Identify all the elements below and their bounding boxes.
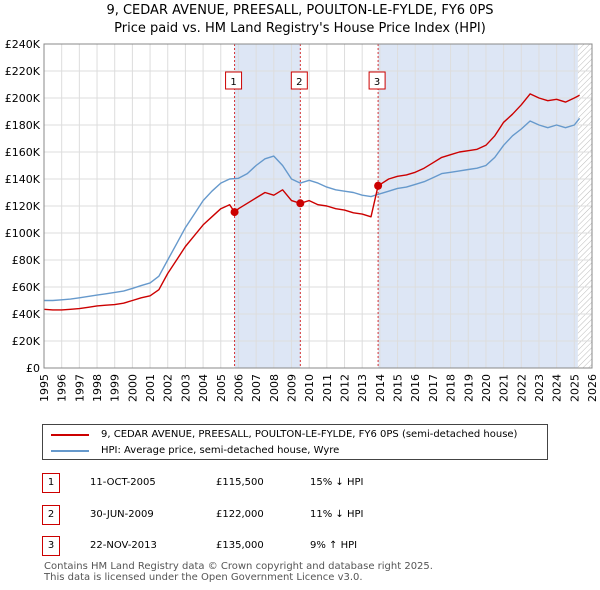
sale-badge-label-2: 2	[296, 77, 302, 88]
sale-hpi-diff: 9% ↑ HPI	[310, 540, 358, 551]
y-tick-label: £100K	[5, 227, 41, 240]
sale-price: £115,500	[216, 477, 264, 488]
x-tick-label: 2013	[356, 374, 369, 402]
x-tick-label: 2011	[321, 374, 334, 402]
chart-title: 9, CEDAR AVENUE, PREESALL, POULTON-LE-FY…	[0, 2, 600, 38]
x-tick-label: 2009	[285, 374, 298, 402]
title-text: 9, CEDAR AVENUE, PREESALL, POULTON-LE-FY…	[106, 3, 494, 18]
sale-date: 22-NOV-2013	[90, 540, 157, 551]
x-tick-label: 1996	[56, 374, 69, 402]
x-tick-label: 2004	[197, 374, 210, 402]
x-tick-label: 2007	[250, 374, 263, 402]
subtitle-text: Price paid vs. HM Land Registry's House …	[114, 21, 486, 36]
x-tick-label: 2002	[162, 374, 175, 402]
x-tick-label: 2018	[445, 374, 458, 402]
sale-point-3	[374, 181, 383, 190]
sale-badge: 3	[42, 536, 60, 556]
legend-swatch-hpi	[51, 450, 89, 452]
x-tick-label: 1995	[38, 374, 51, 402]
x-tick-label: 2023	[533, 374, 546, 402]
hpi-series-line	[44, 117, 581, 302]
legend-label-price: 9, CEDAR AVENUE, PREESALL, POULTON-LE-FY…	[101, 429, 518, 440]
sale-badge-label-3: 3	[374, 77, 380, 88]
x-tick-label: 2005	[215, 374, 228, 402]
sale-price: £135,000	[216, 540, 264, 551]
legend-swatch-price	[51, 434, 89, 436]
footer-note: Contains HM Land Registry data © Crown c…	[44, 561, 433, 583]
sale-badge: 1	[42, 473, 60, 493]
sale-badge-box-3	[368, 71, 386, 90]
sale-badge-label-1: 1	[230, 77, 236, 88]
sale-hpi-diff: 15% ↓ HPI	[310, 477, 364, 488]
y-tick-label: £40K	[12, 308, 41, 321]
y-tick-label: £240K	[5, 38, 41, 51]
y-tick-label: £60K	[12, 281, 41, 294]
x-tick-label: 1997	[73, 374, 86, 402]
sale-date: 30-JUN-2009	[90, 509, 154, 520]
y-tick-label: £140K	[5, 173, 41, 186]
x-tick-label: 2021	[498, 374, 511, 402]
x-tick-label: 2022	[515, 374, 528, 402]
x-tick-label: 2008	[268, 374, 281, 402]
sale-point-1	[230, 208, 239, 217]
x-tick-label: 2016	[409, 374, 422, 402]
x-tick-label: 2020	[480, 374, 493, 402]
legend: 9, CEDAR AVENUE, PREESALL, POULTON-LE-FY…	[42, 424, 548, 460]
x-tick-label: 2000	[126, 374, 139, 402]
y-tick-label: £0	[26, 362, 40, 375]
x-tick-label: 2015	[392, 374, 405, 402]
x-tick-label: 2003	[179, 374, 192, 402]
x-tick-label: 2014	[374, 374, 387, 402]
x-tick-label: 1999	[109, 374, 122, 402]
legend-label-hpi: HPI: Average price, semi-detached house,…	[101, 445, 340, 456]
y-tick-label: £160K	[5, 146, 41, 159]
x-tick-label: 2017	[427, 374, 440, 402]
sale-badge-box-1	[225, 71, 243, 90]
y-tick-label: £120K	[5, 200, 41, 213]
y-tick-label: £220K	[5, 65, 41, 78]
sale-badge: 2	[42, 505, 60, 525]
y-tick-label: £180K	[5, 119, 41, 132]
x-tick-label: 2026	[586, 374, 599, 402]
sale-hpi-diff: 11% ↓ HPI	[310, 509, 364, 520]
x-tick-label: 2006	[232, 374, 245, 402]
y-tick-label: £20K	[12, 335, 41, 348]
sale-badge-box-2	[290, 71, 308, 90]
x-tick-label: 2019	[462, 374, 475, 402]
sale-date: 11-OCT-2005	[90, 477, 156, 488]
x-tick-label: 2024	[551, 374, 564, 402]
y-tick-label: £200K	[5, 92, 41, 105]
y-tick-label: £80K	[12, 254, 41, 267]
sale-price: £122,000	[216, 509, 264, 520]
chart-plot: £0 £20K £40K £60K £80K £100K £120K £140K £160K £1…	[5, 38, 599, 402]
x-tick-label: 2010	[303, 374, 316, 402]
plot-frame	[43, 43, 593, 369]
x-tick-label: 2012	[339, 374, 352, 402]
sale-point-2	[296, 199, 305, 208]
x-tick-label: 2001	[144, 374, 157, 402]
x-tick-label: 1998	[91, 374, 104, 402]
x-tick-label: 2025	[568, 374, 581, 402]
price-series-line	[43, 93, 580, 311]
